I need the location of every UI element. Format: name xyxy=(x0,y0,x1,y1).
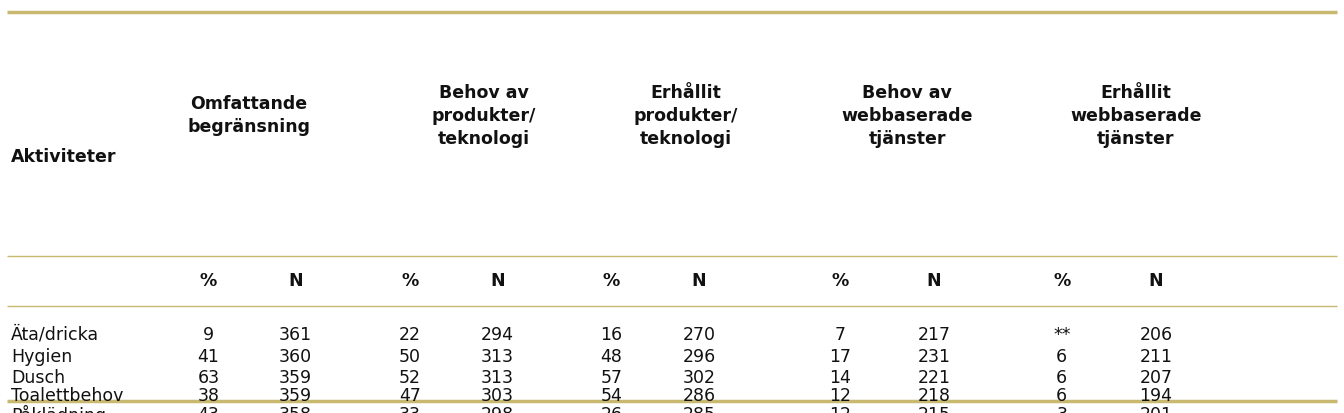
Text: 38: 38 xyxy=(198,387,219,406)
Text: N: N xyxy=(692,272,706,290)
Text: 303: 303 xyxy=(481,387,513,406)
Text: 270: 270 xyxy=(683,325,715,344)
Text: 33: 33 xyxy=(399,406,421,413)
Text: 52: 52 xyxy=(399,369,421,387)
Text: Omfattande
begränsning: Omfattande begränsning xyxy=(187,95,310,136)
Text: 6: 6 xyxy=(1056,387,1067,406)
Text: Erhållit
produkter/
teknologi: Erhållit produkter/ teknologi xyxy=(633,84,738,147)
Text: N: N xyxy=(491,272,504,290)
Text: 22: 22 xyxy=(399,325,421,344)
Text: 358: 358 xyxy=(280,406,312,413)
Text: 215: 215 xyxy=(918,406,950,413)
Text: Behov av
produkter/
teknologi: Behov av produkter/ teknologi xyxy=(431,84,536,147)
Text: 7: 7 xyxy=(835,325,845,344)
Text: Dusch: Dusch xyxy=(11,369,65,387)
Text: 6: 6 xyxy=(1056,348,1067,366)
Text: 12: 12 xyxy=(829,387,851,406)
Text: 360: 360 xyxy=(280,348,312,366)
Text: Aktiviteter: Aktiviteter xyxy=(11,148,116,166)
Text: 3: 3 xyxy=(1056,406,1067,413)
Text: %: % xyxy=(200,272,216,290)
Text: 16: 16 xyxy=(601,325,622,344)
Text: 48: 48 xyxy=(601,348,622,366)
Text: 296: 296 xyxy=(683,348,715,366)
Text: Äta/dricka: Äta/dricka xyxy=(11,325,99,344)
Text: 298: 298 xyxy=(481,406,513,413)
Text: 294: 294 xyxy=(481,325,513,344)
Text: 57: 57 xyxy=(601,369,622,387)
Text: 313: 313 xyxy=(481,348,513,366)
Text: %: % xyxy=(402,272,418,290)
Text: Påklädning: Påklädning xyxy=(11,405,106,413)
Text: 63: 63 xyxy=(198,369,219,387)
Text: %: % xyxy=(603,272,620,290)
Text: 54: 54 xyxy=(601,387,622,406)
Text: N: N xyxy=(927,272,941,290)
Text: Behov av
webbaserade
tjänster: Behov av webbaserade tjänster xyxy=(841,84,973,147)
Text: %: % xyxy=(1054,272,1070,290)
Text: 211: 211 xyxy=(1140,348,1172,366)
Text: 50: 50 xyxy=(399,348,421,366)
Text: 231: 231 xyxy=(918,348,950,366)
Text: 26: 26 xyxy=(601,406,622,413)
Text: 359: 359 xyxy=(280,369,312,387)
Text: 221: 221 xyxy=(918,369,950,387)
Text: 218: 218 xyxy=(918,387,950,406)
Text: %: % xyxy=(832,272,848,290)
Text: 9: 9 xyxy=(203,325,214,344)
Text: Erhållit
webbaserade
tjänster: Erhållit webbaserade tjänster xyxy=(1070,84,1202,147)
Text: 361: 361 xyxy=(280,325,312,344)
Text: 286: 286 xyxy=(683,387,715,406)
Text: Hygien: Hygien xyxy=(11,348,73,366)
Text: **: ** xyxy=(1052,325,1071,344)
Text: 302: 302 xyxy=(683,369,715,387)
Text: 313: 313 xyxy=(481,369,513,387)
Text: Toalettbehov: Toalettbehov xyxy=(11,387,124,406)
Text: 194: 194 xyxy=(1140,387,1172,406)
Text: 6: 6 xyxy=(1056,369,1067,387)
Text: 12: 12 xyxy=(829,406,851,413)
Text: N: N xyxy=(1149,272,1163,290)
Text: 41: 41 xyxy=(198,348,219,366)
Text: 17: 17 xyxy=(829,348,851,366)
Text: 201: 201 xyxy=(1140,406,1172,413)
Text: 43: 43 xyxy=(198,406,219,413)
Text: 359: 359 xyxy=(280,387,312,406)
Text: 217: 217 xyxy=(918,325,950,344)
Text: 206: 206 xyxy=(1140,325,1172,344)
Text: 285: 285 xyxy=(683,406,715,413)
Text: 207: 207 xyxy=(1140,369,1172,387)
Text: 14: 14 xyxy=(829,369,851,387)
Text: 47: 47 xyxy=(399,387,421,406)
Text: N: N xyxy=(289,272,302,290)
